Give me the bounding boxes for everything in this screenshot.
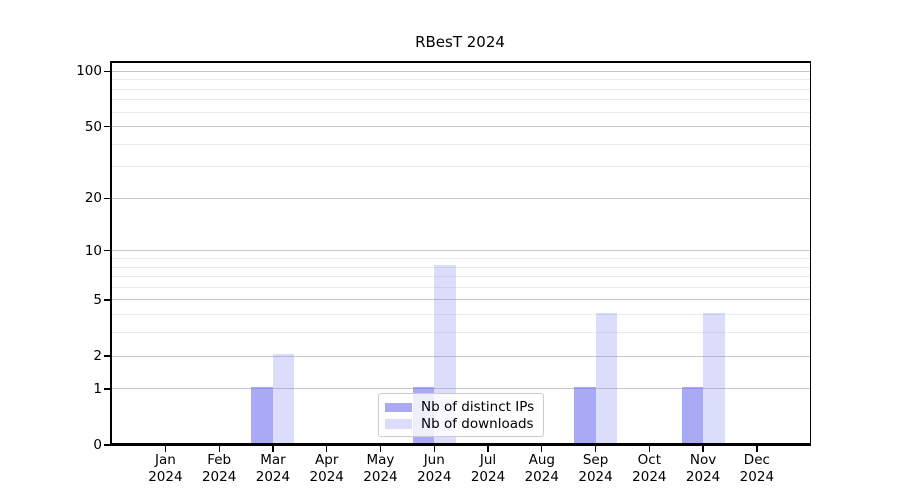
chart-title: RBesT 2024 [415,33,505,51]
x-axis-tick [487,446,489,452]
x-axis-tick-label: Jul 2024 [470,452,506,485]
x-axis-tick-label: Dec 2024 [739,452,775,485]
y-axis-tick-label: 5 [93,291,102,308]
gridline-minor [110,111,810,113]
x-axis-tick [379,446,382,452]
gridline-minor [110,143,810,145]
gridline-major [110,70,810,72]
gridline-minor [110,266,810,268]
x-axis-tick [594,446,597,452]
gridline-minor [110,276,810,278]
y-axis-tick [104,299,110,301]
gridline-minor [110,79,810,81]
gridline-minor [110,99,810,101]
legend: Nb of distinct IPs Nb of downloads [378,393,544,437]
x-axis-tick-label: Jun 2024 [417,452,452,485]
y-axis-tick-label: 0 [93,437,102,453]
x-axis-tick-label: Nov 2024 [685,452,721,485]
y-axis-tick [104,250,110,252]
y-axis-tick-label: 50 [84,118,102,135]
x-axis-tick-label: Apr 2024 [309,452,344,485]
gridline-minor [110,88,810,90]
plot-border-right [809,61,811,446]
legend-label: Nb of downloads [421,415,534,432]
gridline-minor [110,332,810,334]
plot-border-top [110,61,811,63]
x-axis-tick [702,446,704,452]
legend-swatch-downloads [385,419,412,429]
x-axis-tick-label: Sep 2024 [578,452,613,485]
legend-label: Nb of distinct IPs [421,399,535,416]
legend-swatch-distinct-ips [385,402,412,412]
gridline-minor [110,257,810,259]
y-axis-tick [104,70,110,72]
legend-item: Nb of downloads [385,416,543,433]
x-axis-tick [541,446,543,452]
y-axis-tick-label: 20 [84,190,102,207]
bar-distinct-ips-sep [574,387,596,444]
bar-distinct-ips-nov [681,387,704,444]
y-axis-tick [104,388,110,390]
bar-downloads-nov [703,313,725,444]
gridline-minor [110,166,810,168]
x-axis-tick-label: Oct 2024 [632,452,667,485]
bar-distinct-ips-mar [251,387,273,444]
y-axis-tick-label: 100 [76,63,102,80]
y-axis-tick [104,355,110,357]
x-axis-tick [164,446,167,452]
x-axis-tick [433,446,435,452]
y-axis-tick [104,197,110,200]
gridline-major [110,388,810,390]
gridline-major [110,197,810,199]
y-axis-tick-label: 1 [93,380,102,397]
legend-item: Nb of distinct IPs [385,399,543,416]
x-axis-tick [326,446,328,452]
gridline-major [110,355,810,357]
gridline-major [110,299,810,301]
plot-area [110,61,810,445]
x-axis-tick-label: Aug 2024 [524,452,559,485]
x-axis-tick [218,446,220,452]
x-axis-tick [272,446,274,452]
x-axis-tick-label: Feb 2024 [201,452,237,485]
y-axis-tick [104,125,110,128]
x-axis-tick [648,446,650,452]
gridline-major [110,250,810,252]
x-axis-tick-label: May 2024 [363,452,398,485]
bar-downloads-sep [595,313,618,444]
gridline-major [110,126,810,128]
y-axis-tick [104,444,110,446]
x-axis-tick-label: Jan 2024 [148,452,183,485]
gridline-minor [110,286,810,288]
x-axis-tick-label: Mar 2024 [255,452,291,485]
y-axis-tick-label: 2 [93,348,102,364]
y-axis-tick-label: 10 [84,242,102,259]
x-axis-tick [756,446,758,452]
bar-downloads-mar [272,354,295,444]
x-axis-line [110,443,811,446]
gridline-minor [110,314,810,316]
y-axis-line [110,61,112,446]
